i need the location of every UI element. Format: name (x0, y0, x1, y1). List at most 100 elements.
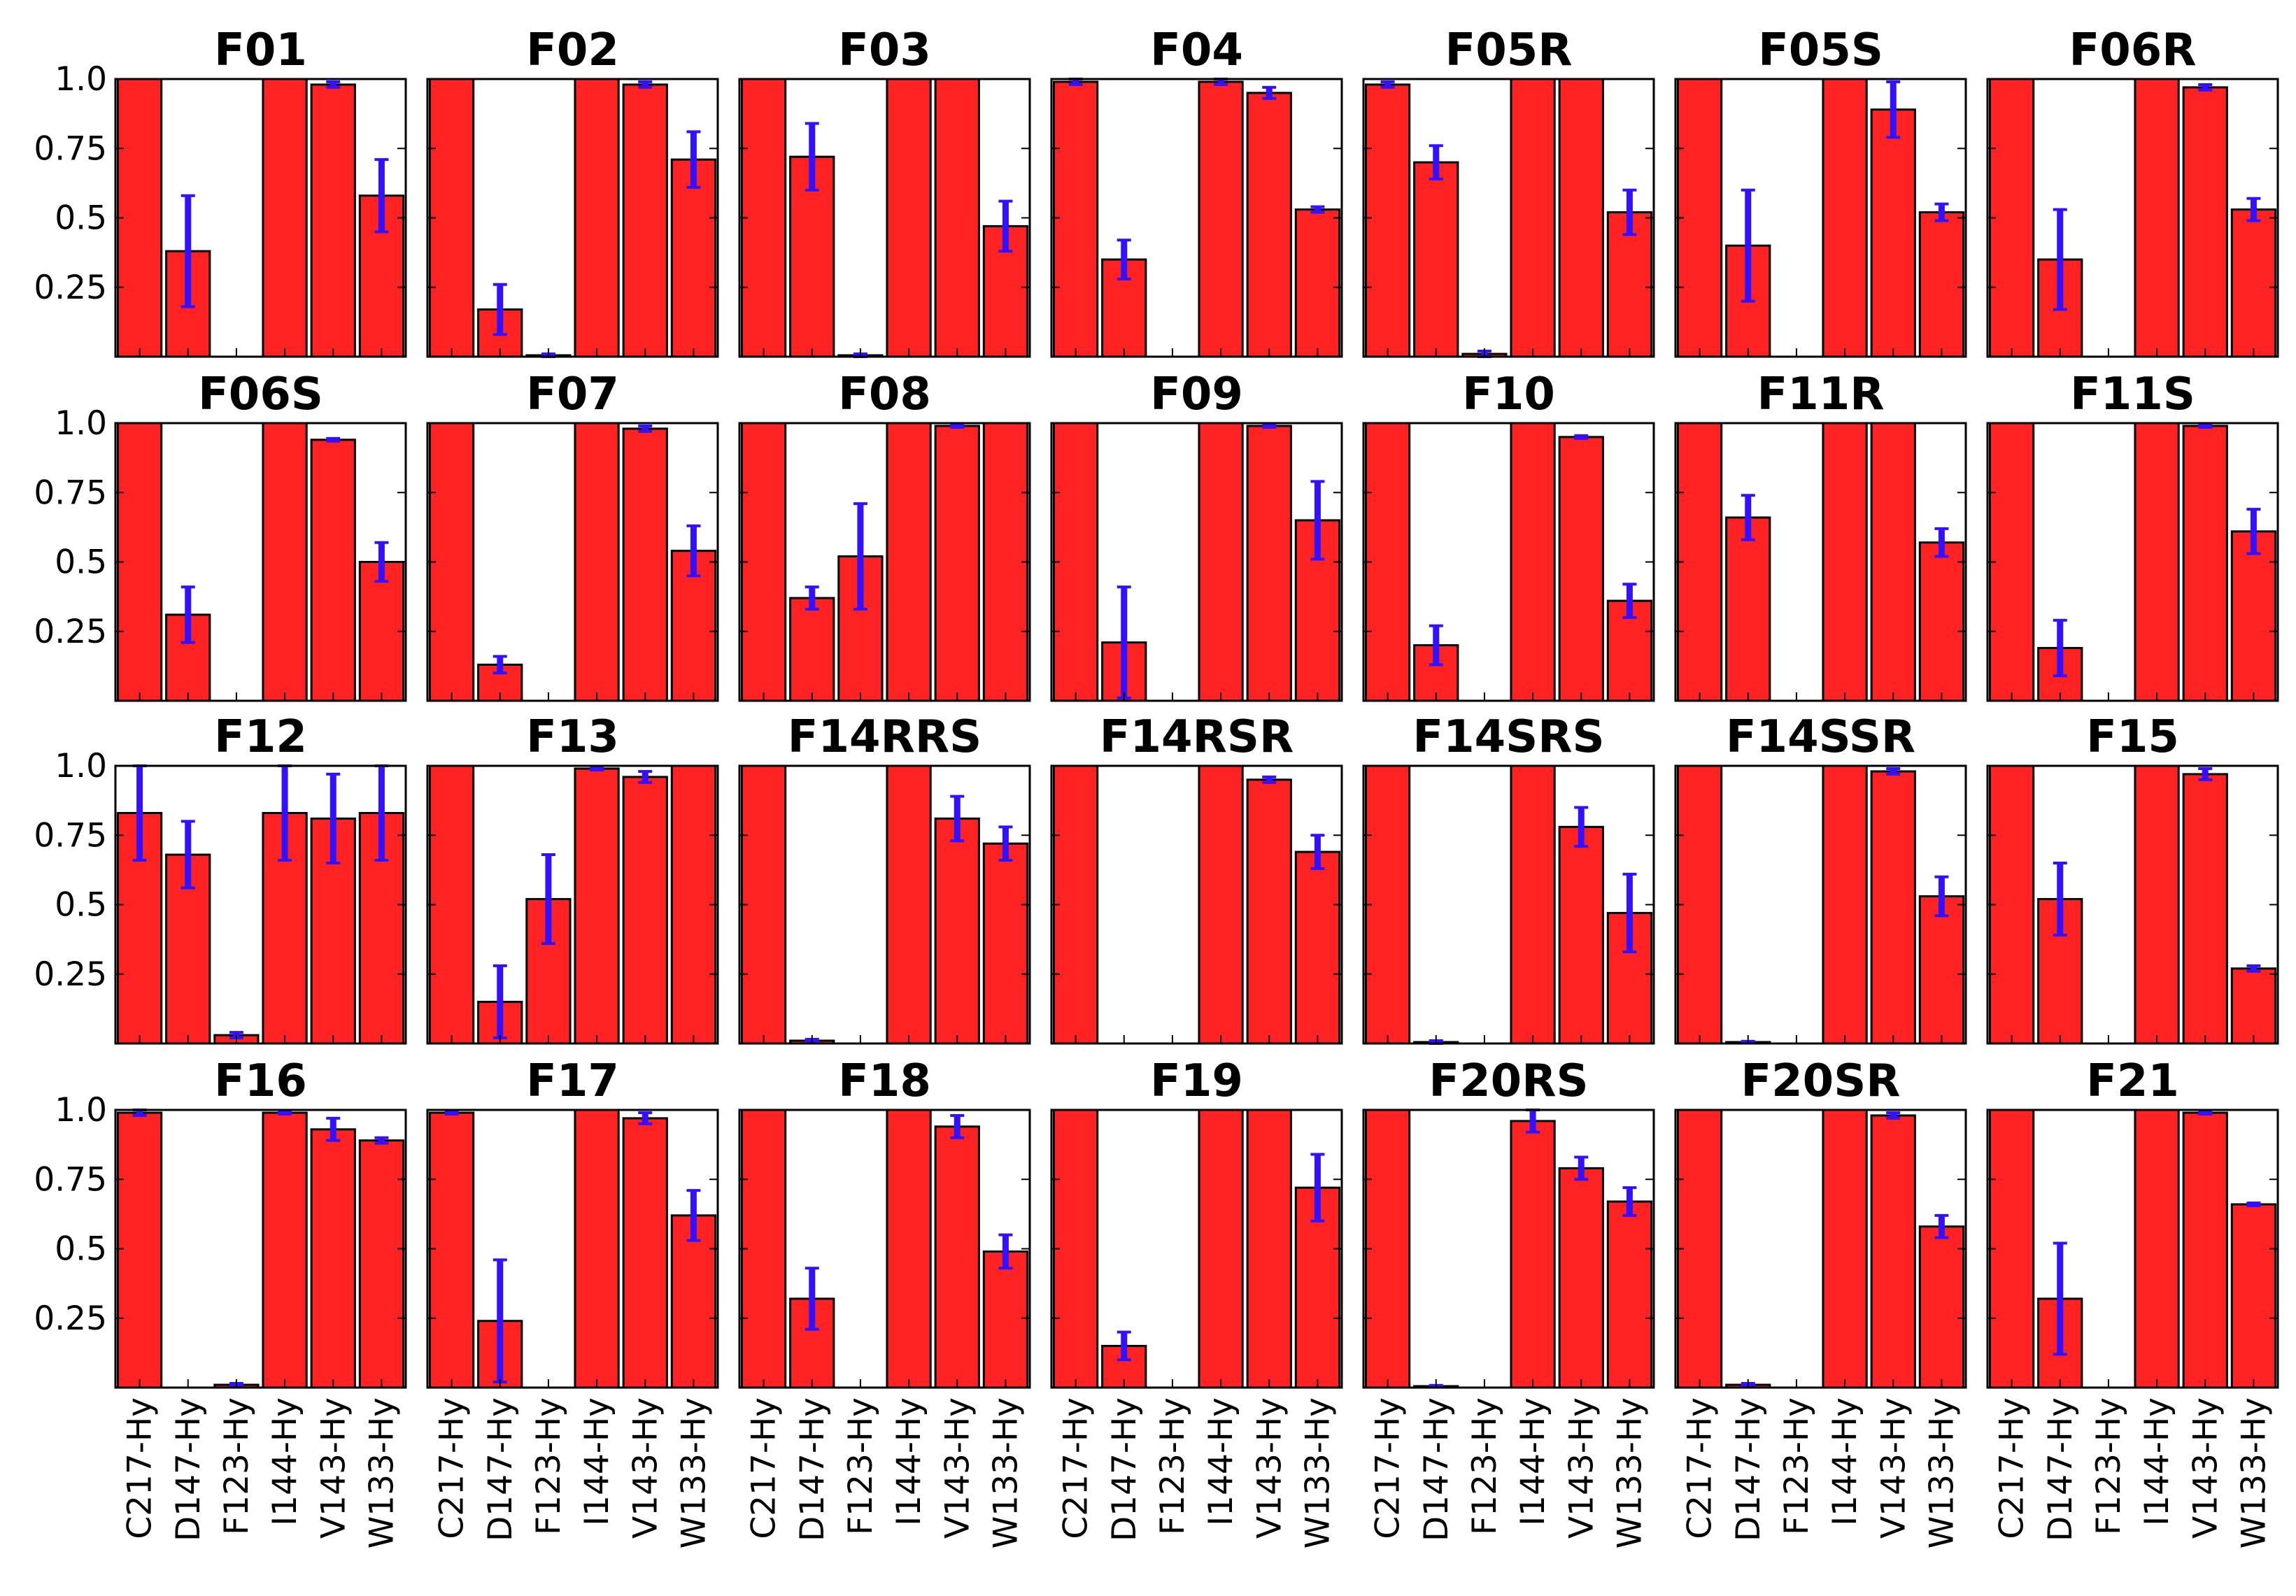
x-tick-label: D147-Hy (481, 1397, 520, 1541)
bar-c217-hy (1676, 422, 1723, 702)
bar-w133-hy (2230, 530, 2277, 702)
panel-f18: F18 C217-Hy D147-Hy F123-Hy I144-Hy V143-Hy W1… (738, 1055, 1031, 1548)
bar-i144-hy (574, 1109, 620, 1389)
bar-w133-hy (1294, 850, 1341, 1045)
y-tick-label: 0.75 (34, 473, 107, 512)
panel-f01: F01 0.25 0.5 0.75 1.0 (34, 24, 407, 358)
bar-v143-hy (622, 427, 668, 702)
bar-c217-hy (1364, 764, 1411, 1045)
panel-title: F19 (1150, 1055, 1243, 1107)
panel-f10: F10 (1362, 369, 1655, 702)
bar-v143-hy (622, 776, 668, 1045)
bar-c217-hy (1052, 764, 1099, 1045)
bar-i144-hy (1822, 78, 1868, 358)
panel-title: F04 (1150, 24, 1243, 76)
x-tick-label: D147-Hy (169, 1397, 208, 1541)
x-tick-label: W133-Hy (362, 1397, 401, 1548)
panel-f09: F09 (1050, 369, 1343, 702)
y-tick-label: 0.5 (55, 199, 107, 238)
bar-c217-hy (1988, 1109, 2035, 1389)
bar-w133-hy (670, 764, 717, 1045)
bar-i144-hy (886, 78, 932, 358)
y-tick-label: 1.0 (55, 1091, 107, 1130)
panel-f13: F13 (426, 711, 719, 1045)
bar-c217-hy (740, 1109, 787, 1389)
panel-f03: F03 (738, 24, 1031, 358)
x-tick-label: W133-Hy (2234, 1397, 2273, 1548)
x-tick-label: V143-Hy (2186, 1397, 2225, 1539)
panel-title: F10 (1462, 369, 1555, 420)
panel-title: F13 (526, 711, 619, 763)
x-tick-label: D147-Hy (1417, 1397, 1456, 1541)
panel-f06r: F06R (1986, 24, 2279, 358)
y-tick-label: 0.75 (34, 816, 107, 855)
panel-title: F16 (214, 1055, 307, 1107)
y-tick-label: 0.25 (34, 613, 107, 651)
x-tick-label: C217-Hy (121, 1397, 160, 1539)
bar-v143-hy (2182, 1111, 2228, 1389)
bar-i144-hy (886, 764, 932, 1045)
bar-i144-hy (1822, 1109, 1868, 1389)
bar-i144-hy (1822, 422, 1868, 702)
x-tick-label: D147-Hy (2041, 1397, 2080, 1541)
panel-f21: F21 C217-Hy D147-Hy F123-Hy I144-Hy V143-Hy W1… (1986, 1055, 2279, 1548)
x-tick-label: C217-Hy (1681, 1397, 1720, 1539)
bar-d147-hy (1725, 516, 1771, 702)
bar-c217-hy (740, 764, 787, 1045)
panel-title: F14RRS (788, 711, 982, 763)
bar-w133-hy (1918, 541, 1965, 702)
panel-title: F18 (838, 1055, 931, 1107)
bar-w133-hy (1294, 208, 1341, 358)
y-tick-label: 0.25 (34, 955, 107, 994)
bar-w133-hy (2230, 1203, 2277, 1389)
x-tick-label: I144-Hy (578, 1397, 616, 1526)
panel-title: F06S (198, 369, 323, 420)
panel-title: F09 (1150, 369, 1243, 420)
panel-f11s: F11S (1986, 369, 2279, 702)
bar-c217-hy (1676, 1109, 1723, 1389)
bar-v143-hy (622, 1117, 668, 1389)
bar-i144-hy (574, 422, 620, 702)
bar-i144-hy (886, 422, 932, 702)
bar-c217-hy (740, 78, 787, 358)
panel-f15: F15 (1986, 711, 2279, 1045)
x-tick-label: C217-Hy (745, 1397, 784, 1539)
panel-title: F06R (2069, 24, 2196, 76)
x-tick-label: W133-Hy (986, 1397, 1025, 1548)
bar-i144-hy (1510, 764, 1556, 1045)
x-tick-label: W133-Hy (1922, 1397, 1961, 1548)
bar-c217-hy (428, 78, 475, 358)
panel-title: F03 (838, 24, 931, 76)
bar-i144-hy (1822, 764, 1868, 1045)
y-tick-label: 0.25 (34, 1299, 107, 1338)
panel-f05r: F05R (1362, 24, 1655, 358)
bar-i144-hy (262, 422, 308, 702)
bar-c217-hy (1364, 83, 1411, 358)
bar-v143-hy (310, 1128, 356, 1389)
bar-c217-hy (1364, 422, 1411, 702)
bar-i144-hy (1510, 78, 1556, 358)
panel-title: F21 (2086, 1055, 2179, 1107)
panel-f14srs: F14SRS (1362, 711, 1655, 1045)
bar-w133-hy (2230, 208, 2277, 358)
panel-f06s: F06S 0.25 0.5 0.75 1.0 (34, 369, 407, 702)
panel-title: F05R (1445, 24, 1572, 76)
panel-title: F08 (838, 369, 931, 420)
bar-i144-hy (2134, 78, 2180, 358)
y-tick-label: 0.75 (34, 129, 107, 168)
panel-f12: F12 0.25 0.5 0.75 1.0 (34, 711, 407, 1045)
bar-w133-hy (670, 158, 717, 358)
bar-i144-hy (262, 1111, 308, 1389)
panel-title: F01 (214, 24, 307, 76)
panel-title: F14SRS (1412, 711, 1604, 763)
bar-c217-hy (1988, 422, 2035, 702)
x-tick-label: F123-Hy (2090, 1397, 2128, 1535)
x-tick-label: D147-Hy (1729, 1397, 1768, 1541)
bar-v143-hy (1246, 425, 1292, 702)
panel-title: F14SSR (1726, 711, 1915, 763)
x-tick-label: F123-Hy (1154, 1397, 1192, 1535)
x-tick-label: C217-Hy (1369, 1397, 1408, 1539)
x-tick-label: W133-Hy (674, 1397, 713, 1548)
bar-v143-hy (934, 817, 980, 1045)
bar-v143-hy (1870, 108, 1916, 358)
